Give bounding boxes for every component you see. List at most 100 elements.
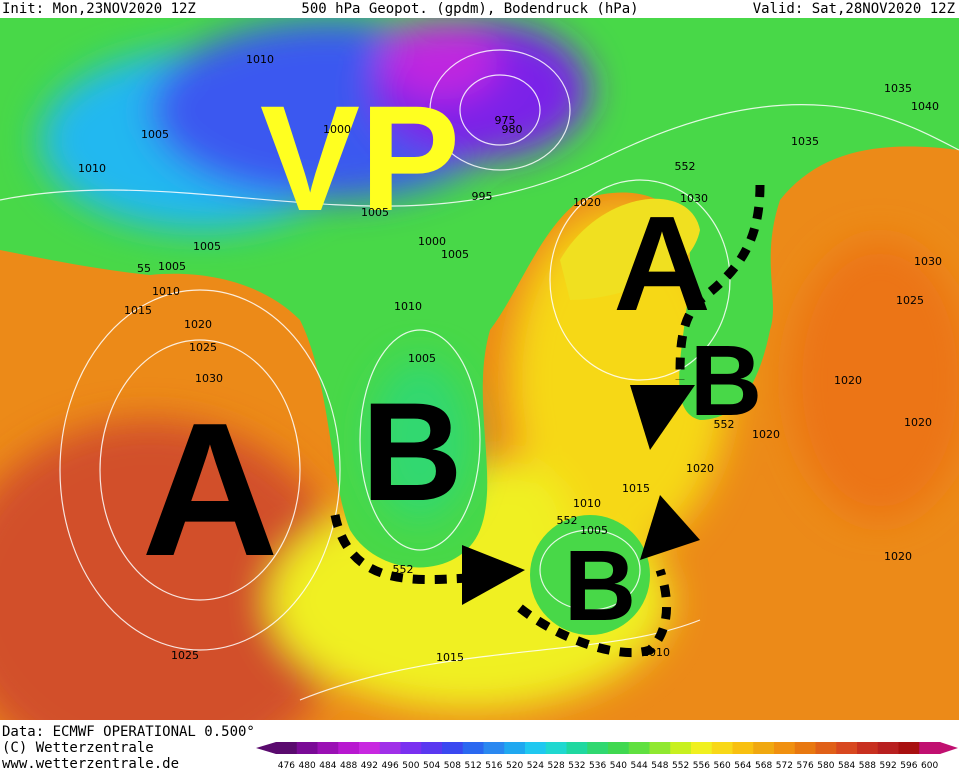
- valid-time: Valid: Sat,28NOV2020 12Z: [753, 1, 955, 17]
- init-time: Init: Mon,23NOV2020 12Z: [2, 1, 196, 17]
- colorbar-swatch: [919, 742, 941, 754]
- colorbar-end: [256, 742, 276, 754]
- colorbar-swatch: [317, 742, 339, 754]
- colorbar-end: [940, 742, 958, 754]
- isobar-label: 1020: [686, 462, 714, 475]
- colorbar-swatch: [732, 742, 754, 754]
- colorbar-label: 592: [880, 761, 897, 770]
- isobar-label: 1030: [680, 192, 708, 205]
- colorbar-swatch: [753, 742, 775, 754]
- colorbar-swatch: [815, 742, 837, 754]
- colorbar-swatch: [836, 742, 858, 754]
- colorbar-swatch: [691, 742, 713, 754]
- isobar-label: 1015: [124, 304, 152, 317]
- copyright: (C) Wetterzentrale: [2, 740, 154, 756]
- colorbar-swatch: [857, 742, 879, 754]
- colorbar-swatch: [483, 742, 505, 754]
- colorbar-swatch: [774, 742, 796, 754]
- isobar-label: 1005: [193, 240, 221, 253]
- colorbar-swatch: [898, 742, 920, 754]
- colorbar-swatch: [400, 742, 422, 754]
- isobar-label: 1005: [158, 260, 186, 273]
- annotation: B: [564, 530, 636, 642]
- colorbar-swatch: [545, 742, 567, 754]
- isobar-label: 1020: [573, 196, 601, 209]
- isobar-label: 552: [675, 160, 696, 173]
- colorbar-swatch: [462, 742, 484, 754]
- isobar-label: 1005: [361, 206, 389, 219]
- colorbar-label: 552: [672, 761, 689, 770]
- isobar-label: 1005: [408, 352, 436, 365]
- isobar-label: 1025: [896, 294, 924, 307]
- isobar-label: 995: [396, 446, 417, 459]
- colorbar-label: 532: [568, 761, 585, 770]
- isobar-label: 1000: [418, 235, 446, 248]
- isobar-label: 1025: [189, 341, 217, 354]
- annotation: B: [690, 325, 762, 437]
- colorbar-swatch: [379, 742, 401, 754]
- isobar-label: 1020: [884, 550, 912, 563]
- isobar-label: 1035: [791, 135, 819, 148]
- isobar-label: 1005: [141, 128, 169, 141]
- colorbar-swatch: [794, 742, 816, 754]
- isobar-label: 1005: [580, 524, 608, 537]
- isobar-label: 1030: [914, 255, 942, 268]
- colorbar-label: 564: [734, 761, 751, 770]
- isobar-label: 1015: [436, 651, 464, 664]
- colorbar-swatch: [504, 742, 526, 754]
- isobar-label: 1015: [622, 482, 650, 495]
- colorbar-label: 544: [631, 761, 648, 770]
- isobar-label: 1005: [441, 248, 469, 261]
- colorbar-label: 512: [465, 761, 482, 770]
- isobar-label: 1010: [78, 162, 106, 175]
- isobar-label: 1000: [323, 123, 351, 136]
- colorbar-swatch: [359, 742, 381, 754]
- isobar-label: 552: [393, 563, 414, 576]
- isobar-label: 552: [557, 514, 578, 527]
- url: www.wetterzentrale.de: [2, 756, 179, 770]
- isobar-label: 975: [495, 114, 516, 127]
- colorbar-swatch: [649, 742, 671, 754]
- colorbar-swatch: [276, 742, 298, 754]
- colorbar-label: 568: [755, 761, 772, 770]
- colorbar-label: 556: [693, 761, 710, 770]
- isobar-label: 55: [137, 262, 151, 275]
- colorbar-label: 548: [651, 761, 668, 770]
- isobar-label: 1020: [184, 318, 212, 331]
- isobar-label: 1025: [171, 649, 199, 662]
- colorbar-label: 600: [921, 761, 938, 770]
- colorbar-label: 524: [527, 761, 544, 770]
- isobar-label: 1010: [642, 646, 670, 659]
- isobar-label: 1010: [573, 497, 601, 510]
- colorbar-swatch: [711, 742, 733, 754]
- colorbar-label: 488: [340, 761, 357, 770]
- annotation: A: [613, 188, 711, 339]
- colorbar-swatch: [442, 742, 464, 754]
- colorbar-swatch: [670, 742, 692, 754]
- isobar-label: 1010: [152, 285, 180, 298]
- isobar-label: 1010: [394, 300, 422, 313]
- colorbar-label: 540: [610, 761, 627, 770]
- colorbar-label: 584: [838, 761, 855, 770]
- colorbar-swatch: [877, 742, 899, 754]
- colorbar-label: 476: [278, 761, 295, 770]
- isobar-label: 1040: [911, 100, 939, 113]
- isobar-label: 552: [714, 418, 735, 431]
- colorbar-swatch: [608, 742, 630, 754]
- colorbar-label: 580: [817, 761, 834, 770]
- map-title: 500 hPa Geopot. (gpdm), Bodendruck (hPa): [301, 1, 638, 17]
- colorbar-swatch: [587, 742, 609, 754]
- isobar-label: 1020: [834, 374, 862, 387]
- colorbar-label: 508: [444, 761, 461, 770]
- colorbar-label: 480: [299, 761, 316, 770]
- isobar-label: 1030: [195, 372, 223, 385]
- annotation: B: [361, 373, 462, 530]
- isobar-label: 1020: [752, 428, 780, 441]
- colorbar-label: 484: [319, 761, 336, 770]
- colorbar-label: 576: [797, 761, 814, 770]
- colorbar-label: 492: [361, 761, 378, 770]
- colorbar-swatch: [421, 742, 443, 754]
- colorbar-swatch: [296, 742, 318, 754]
